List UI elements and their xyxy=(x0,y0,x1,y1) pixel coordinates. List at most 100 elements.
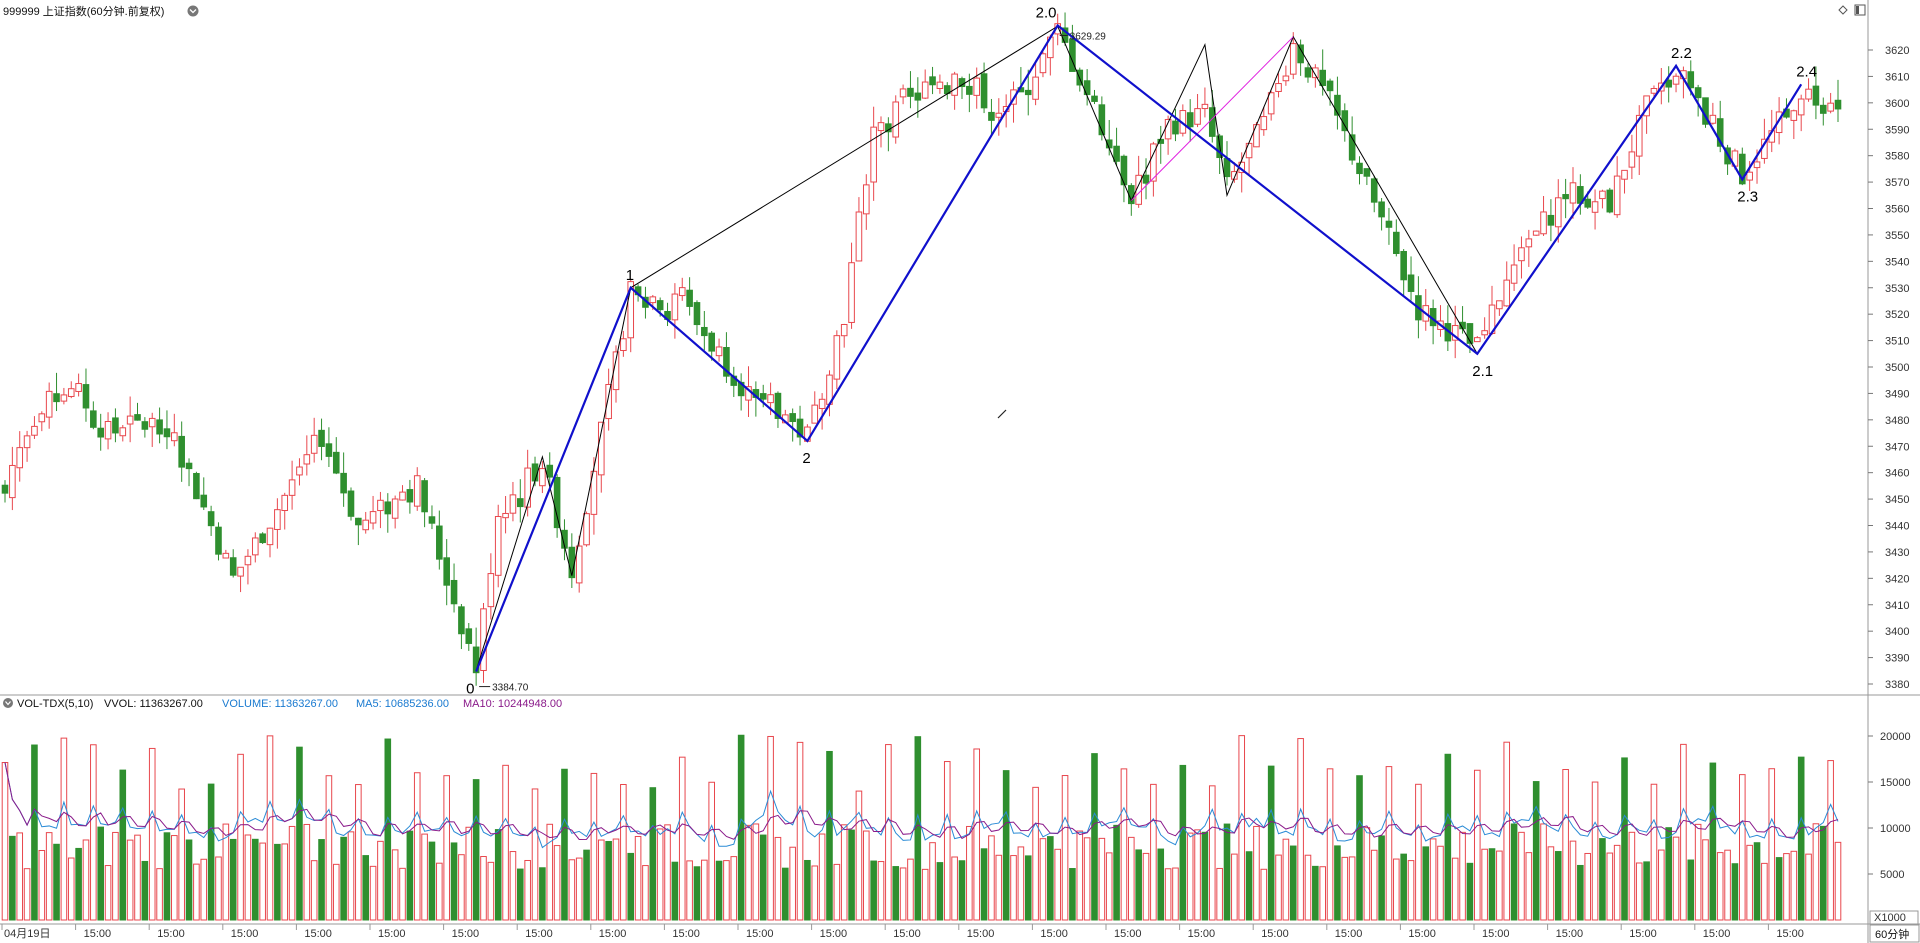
candle-body xyxy=(450,579,458,605)
volume-bar xyxy=(1032,786,1039,921)
diamond-icon[interactable] xyxy=(1838,5,1848,15)
volume-bar xyxy=(1120,768,1128,921)
title-dropdown-icon[interactable] xyxy=(187,5,199,17)
volume-bar xyxy=(399,867,406,921)
volume-bar xyxy=(1599,838,1606,921)
candle-body xyxy=(60,394,68,402)
wave-label: 2.3 xyxy=(1737,188,1758,205)
volume-bar xyxy=(1356,775,1363,921)
candle-body xyxy=(1150,143,1157,182)
volume-bar xyxy=(1665,827,1672,921)
volume-bar xyxy=(1135,849,1142,921)
volume-bar xyxy=(288,825,296,921)
candle-body xyxy=(1024,89,1032,96)
candle-body xyxy=(583,513,590,546)
volume-dropdown-icon[interactable] xyxy=(3,698,13,708)
candle-body xyxy=(23,435,31,449)
candle-body xyxy=(774,392,782,419)
volume-bar xyxy=(1540,823,1547,921)
volume-bar xyxy=(274,843,281,921)
price-tick-label: 3500 xyxy=(1885,362,1909,374)
candle-body xyxy=(1621,169,1628,180)
candle-body xyxy=(671,293,679,321)
wave-label: 2.2 xyxy=(1671,45,1692,62)
candle-body xyxy=(1113,145,1120,162)
candle-body xyxy=(178,435,185,468)
candle-body xyxy=(310,434,318,454)
candle-body xyxy=(597,421,605,476)
time-label: 15:00 xyxy=(84,928,112,940)
price-tick-label: 3560 xyxy=(1885,204,1909,216)
volume-bar xyxy=(1407,860,1415,921)
candle-body xyxy=(148,417,156,428)
time-label: 15:00 xyxy=(452,928,480,940)
candle-body xyxy=(53,393,60,403)
candle-body xyxy=(1194,108,1201,125)
volume-bar xyxy=(1547,846,1555,921)
period-box[interactable] xyxy=(1869,924,1920,943)
volume-bar xyxy=(855,790,863,921)
volume-bar xyxy=(1260,868,1268,921)
volume-bar xyxy=(568,859,576,921)
candle-body xyxy=(1775,111,1783,134)
volume-bar xyxy=(1687,859,1695,921)
volume-bar xyxy=(885,744,892,921)
volume-bar xyxy=(1709,762,1717,921)
volume-bar xyxy=(583,849,590,921)
candle-body xyxy=(274,509,281,530)
volume-bar xyxy=(1076,830,1084,921)
volume-bar xyxy=(1267,765,1275,921)
candle-body xyxy=(1525,238,1533,248)
candle-body xyxy=(222,552,230,559)
candle-body xyxy=(1348,134,1356,161)
price-tick-label: 3520 xyxy=(1885,309,1909,321)
volume-bar xyxy=(1282,838,1290,921)
volume-bar xyxy=(1083,837,1091,921)
candle-body xyxy=(1267,92,1275,115)
candle-body xyxy=(119,427,127,437)
candle-body xyxy=(553,476,561,529)
wave-label: 2.4 xyxy=(1796,63,1817,80)
volume-bar xyxy=(450,842,458,921)
volume-bar xyxy=(494,829,502,921)
volume-bar xyxy=(862,830,870,921)
volume-bar xyxy=(421,833,428,921)
candle-body xyxy=(391,498,399,519)
candle-body xyxy=(487,573,495,608)
panel-icon[interactable] xyxy=(1854,4,1866,16)
volume-bar xyxy=(1223,823,1231,921)
volume-bar xyxy=(914,736,922,921)
candle-body xyxy=(627,281,635,339)
candle-body xyxy=(686,289,693,307)
candle-body xyxy=(1672,75,1680,85)
candle-body xyxy=(112,417,119,434)
candle-body xyxy=(524,467,531,508)
volume-bar xyxy=(1054,848,1061,921)
volume-bar xyxy=(1518,831,1525,921)
candle-body xyxy=(862,184,870,215)
volume-bar xyxy=(148,747,156,921)
volume-bar xyxy=(90,744,97,921)
volume-bar xyxy=(1496,850,1503,921)
time-label: 15:00 xyxy=(1261,928,1289,940)
volume-bar xyxy=(767,735,774,921)
price-tick-label: 3620 xyxy=(1885,45,1909,57)
volume-bar xyxy=(899,867,907,921)
candle-body xyxy=(200,494,208,508)
volume-bar xyxy=(1047,836,1054,921)
volume-bar xyxy=(406,830,414,921)
candle-body xyxy=(436,525,443,560)
volume-bar xyxy=(281,843,289,921)
candle-body xyxy=(1120,155,1128,186)
volume-bar xyxy=(1437,845,1444,921)
volume-bar xyxy=(1017,846,1025,921)
volume-bar xyxy=(458,854,465,921)
volume-bar xyxy=(171,835,178,921)
volume-bar xyxy=(355,784,362,921)
volume-bar xyxy=(1326,768,1334,921)
candle-body xyxy=(1753,161,1761,169)
volume-bar xyxy=(1157,848,1165,921)
candle-body xyxy=(171,432,178,442)
wave-label: 1 xyxy=(626,267,634,284)
